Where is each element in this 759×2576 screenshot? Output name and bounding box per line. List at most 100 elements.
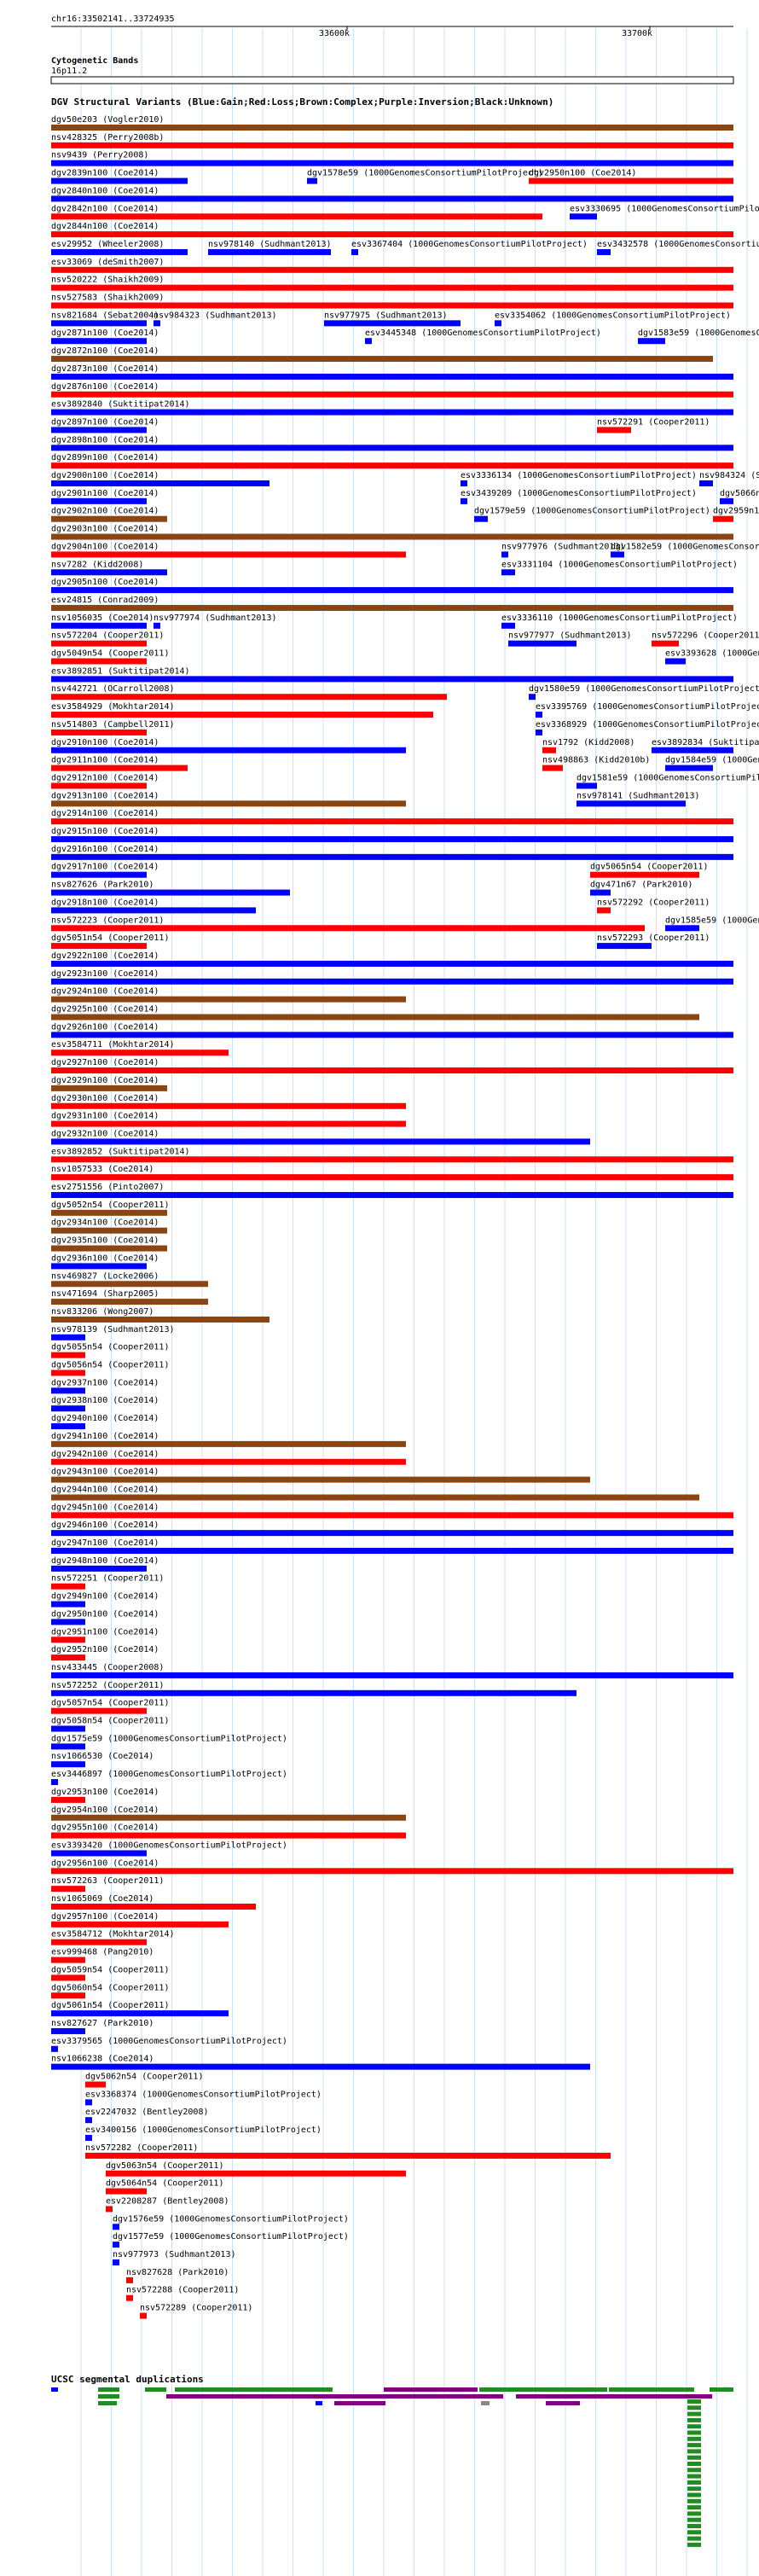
variant-bar[interactable] [51, 1352, 85, 1358]
variant-bar[interactable] [51, 1637, 85, 1643]
variant-bar[interactable] [51, 1707, 147, 1714]
variant-bar[interactable] [501, 569, 515, 576]
segdup-bar[interactable] [98, 2401, 117, 2405]
segdup-bar[interactable] [51, 2387, 58, 2392]
segdup-bar[interactable] [687, 2511, 701, 2516]
segdup-bar[interactable] [687, 2536, 701, 2541]
variant-bar[interactable] [85, 2099, 92, 2106]
segdup-bar[interactable] [687, 2530, 701, 2535]
variant-bar[interactable] [51, 2063, 590, 2070]
variant-bar[interactable] [85, 2152, 611, 2159]
variant-bar[interactable] [51, 125, 733, 131]
variant-bar[interactable] [324, 320, 461, 327]
segdup-bar[interactable] [687, 2443, 701, 2448]
variant-bar[interactable] [51, 1067, 733, 1074]
variant-bar[interactable] [51, 551, 406, 558]
variant-bar[interactable] [51, 1084, 167, 1091]
variant-bar[interactable] [365, 338, 372, 345]
variant-bar[interactable] [51, 747, 406, 753]
variant-bar[interactable] [51, 569, 167, 576]
variant-bar[interactable] [51, 640, 147, 647]
variant-bar[interactable] [51, 373, 733, 380]
variant-bar[interactable] [51, 1512, 733, 1519]
segdup-bar[interactable] [481, 2401, 490, 2405]
segdup-bar[interactable] [687, 2462, 701, 2466]
segdup-bar[interactable] [687, 2449, 701, 2454]
variant-bar[interactable] [51, 1387, 85, 1394]
segdup-bar[interactable] [145, 2387, 166, 2392]
segdup-bar[interactable] [687, 2486, 701, 2492]
variant-bar[interactable] [51, 1050, 229, 1056]
variant-bar[interactable] [51, 1209, 167, 1216]
segdup-bar[interactable] [166, 2394, 503, 2399]
variant-bar[interactable] [51, 622, 147, 629]
variant-bar[interactable] [154, 320, 160, 327]
variant-bar[interactable] [51, 836, 733, 842]
variant-bar[interactable] [51, 853, 733, 860]
variant-bar[interactable] [51, 1743, 85, 1750]
variant-bar[interactable] [51, 871, 147, 878]
segdup-bar[interactable] [687, 2455, 701, 2460]
variant-bar[interactable] [51, 1299, 208, 1305]
variant-bar[interactable] [85, 2135, 92, 2142]
variant-bar[interactable] [51, 302, 733, 309]
variant-bar[interactable] [51, 587, 733, 594]
variant-bar[interactable] [154, 622, 160, 629]
variant-bar[interactable] [597, 907, 611, 914]
variant-bar[interactable] [51, 1334, 85, 1340]
variant-bar[interactable] [652, 640, 679, 647]
variant-bar[interactable] [51, 1316, 269, 1323]
segdup-bar[interactable] [687, 2474, 701, 2479]
segdup-bar[interactable] [687, 2517, 701, 2522]
variant-bar[interactable] [51, 1992, 85, 1999]
variant-bar[interactable] [576, 800, 686, 807]
segdup-bar[interactable] [687, 2430, 701, 2435]
variant-bar[interactable] [51, 1921, 229, 1928]
variant-bar[interactable] [508, 640, 576, 647]
variant-bar[interactable] [51, 1725, 85, 1732]
variant-bar[interactable] [699, 480, 713, 486]
variant-bar[interactable] [106, 2170, 406, 2177]
variant-bar[interactable] [51, 1886, 85, 1893]
variant-bar[interactable] [542, 765, 563, 771]
variant-bar[interactable] [51, 1281, 208, 1288]
variant-bar[interactable] [51, 1458, 406, 1465]
variant-bar[interactable] [570, 213, 597, 220]
variant-bar[interactable] [51, 1423, 85, 1430]
variant-bar[interactable] [51, 1245, 167, 1252]
variant-bar[interactable] [638, 338, 665, 345]
variant-bar[interactable] [113, 2259, 119, 2265]
variant-bar[interactable] [590, 889, 611, 896]
variant-bar[interactable] [501, 622, 515, 629]
variant-bar[interactable] [51, 160, 733, 166]
variant-bar[interactable] [720, 497, 733, 504]
variant-bar[interactable] [51, 765, 188, 771]
segdup-bar[interactable] [687, 2480, 701, 2485]
variant-bar[interactable] [51, 889, 290, 896]
variant-bar[interactable] [611, 551, 624, 558]
segdup-bar[interactable] [687, 2505, 701, 2510]
variant-bar[interactable] [51, 1174, 733, 1181]
variant-bar[interactable] [51, 907, 256, 914]
variant-bar[interactable] [536, 729, 542, 736]
variant-bar[interactable] [51, 1761, 85, 1768]
variant-bar[interactable] [51, 1014, 699, 1021]
variant-bar[interactable] [51, 1868, 733, 1875]
variant-bar[interactable] [51, 1904, 256, 1910]
variant-bar[interactable] [51, 604, 733, 611]
segdup-bar[interactable] [687, 2542, 701, 2547]
variant-bar[interactable] [126, 2277, 133, 2283]
variant-bar[interactable] [51, 266, 733, 273]
variant-bar[interactable] [51, 800, 406, 807]
segdup-bar[interactable] [316, 2401, 322, 2405]
variant-bar[interactable] [51, 1814, 406, 1821]
variant-bar[interactable] [51, 462, 733, 469]
variant-bar[interactable] [51, 1779, 58, 1786]
variant-bar[interactable] [597, 943, 652, 950]
variant-bar[interactable] [51, 1832, 406, 1839]
variant-bar[interactable] [51, 1850, 147, 1857]
variant-bar[interactable] [590, 871, 699, 878]
variant-bar[interactable] [51, 1120, 406, 1127]
variant-bar[interactable] [307, 177, 317, 184]
variant-bar[interactable] [51, 818, 733, 825]
